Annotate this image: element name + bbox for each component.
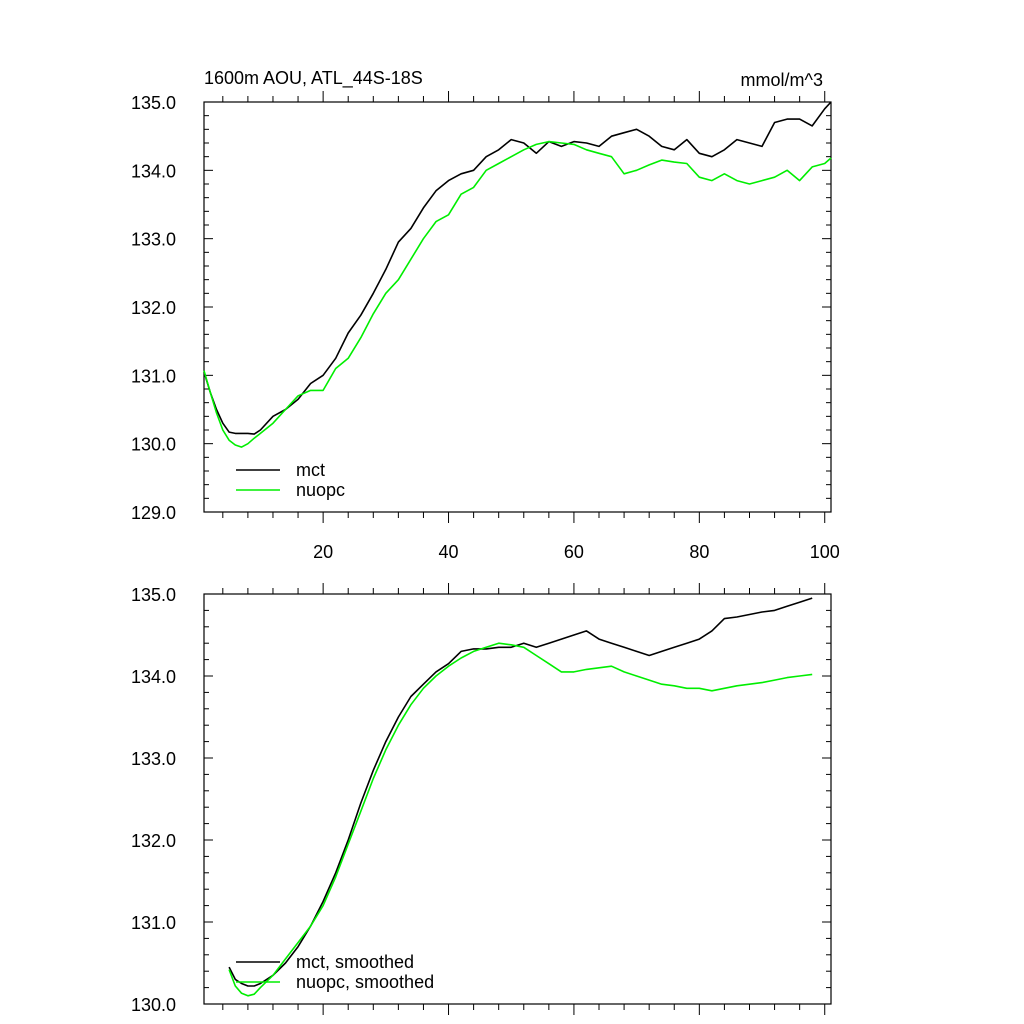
x-tick-label: 60 [564, 542, 584, 562]
y-tick-label: 135.0 [131, 585, 176, 605]
y-tick-label: 133.0 [131, 230, 176, 250]
x-tick-label: 20 [313, 542, 333, 562]
series-line-nuopc-smoothed [228, 642, 813, 997]
legend-label: mct [296, 460, 325, 480]
y-tick-label: 132.0 [131, 831, 176, 851]
units-label: mmol/m^3 [741, 70, 823, 90]
plot-frame [203, 593, 832, 1005]
y-tick-label: 129.0 [131, 503, 176, 523]
series-line-nuopc [203, 140, 832, 448]
x-tick-label: 100 [810, 542, 840, 562]
legend-label: nuopc [296, 480, 345, 500]
y-tick-label: 135.0 [131, 93, 176, 113]
plot-frame [203, 101, 832, 513]
legend-label: mct, smoothed [296, 952, 414, 972]
series-line-mct [203, 101, 832, 435]
series-line-mct-smoothed [228, 597, 813, 987]
top-panel: 129.0 130.0 131.0 132.0 133.0 134.0 135.0 20 40 6… [131, 68, 840, 562]
x-tick-label: 40 [439, 542, 459, 562]
y-tick-label: 131.0 [131, 913, 176, 933]
y-tick-label: 130.0 [131, 435, 176, 455]
bottom-panel: 130.0 131.0 132.0 133.0 134.0 135.0 mct, smoot… [131, 583, 832, 1015]
chart-title: 1600m AOU, ATL_44S-18S [204, 68, 423, 89]
y-tick-label: 134.0 [131, 667, 176, 687]
x-tick-label: 80 [689, 542, 709, 562]
y-tick-label: 131.0 [131, 366, 176, 386]
legend-label: nuopc, smoothed [296, 972, 434, 992]
y-tick-label: 132.0 [131, 298, 176, 318]
y-tick-label: 134.0 [131, 161, 176, 181]
y-tick-label: 130.0 [131, 995, 176, 1015]
y-tick-label: 133.0 [131, 749, 176, 769]
